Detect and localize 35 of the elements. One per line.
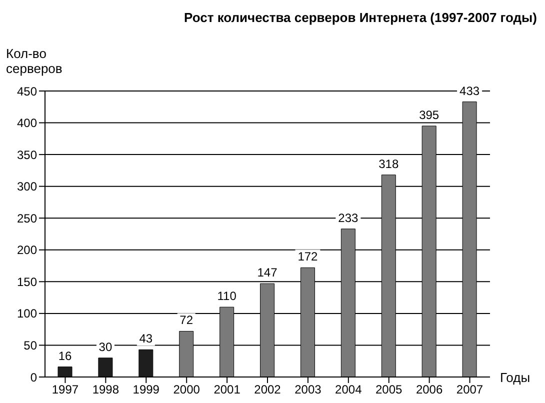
data-label: 395 (419, 108, 440, 122)
x-tick-label: 2006 (416, 382, 443, 397)
data-label: 72 (180, 313, 194, 328)
y-tick-label: 50 (24, 338, 38, 352)
y-tick-label: 150 (16, 274, 38, 289)
data-label: 16 (58, 348, 72, 363)
y-tick-label: 300 (16, 180, 38, 194)
data-label: 172 (298, 250, 318, 264)
data-label: 43 (139, 332, 153, 346)
y-tick-label: 400 (16, 116, 38, 130)
y-tick-label: 100 (16, 306, 38, 321)
x-tick-label: 2000 (173, 382, 200, 397)
y-tick-label: 450 (16, 84, 38, 98)
y-tick-label: 350 (16, 148, 38, 162)
x-tick-label: 2002 (254, 382, 282, 397)
data-label: 318 (378, 156, 399, 171)
data-label: 433 (460, 84, 480, 98)
x-tick-label: 1997 (52, 382, 79, 397)
x-tick-label: 1998 (92, 382, 120, 397)
y-axis-title: Кол-во серверов (6, 46, 64, 76)
data-label: 110 (217, 289, 237, 304)
data-label: 233 (338, 210, 359, 225)
y-tick-label: 0 (30, 370, 38, 384)
data-label: 30 (98, 340, 112, 354)
chart-title: Рост количества серверов Интернета (1997-2007 годы) (183, 10, 538, 25)
x-tick-label: 2004 (335, 382, 362, 397)
x-tick-label: 2005 (376, 382, 403, 397)
y-tick-label: 250 (16, 211, 38, 226)
x-tick-label: 2003 (294, 382, 322, 397)
data-label: 147 (257, 266, 278, 280)
x-tick-label: 2001 (214, 382, 241, 397)
y-tick-label: 200 (16, 243, 38, 258)
x-axis-title: Годы (500, 370, 530, 385)
x-tick-label: 2007 (456, 382, 484, 397)
x-tick-label: 1999 (132, 382, 160, 397)
